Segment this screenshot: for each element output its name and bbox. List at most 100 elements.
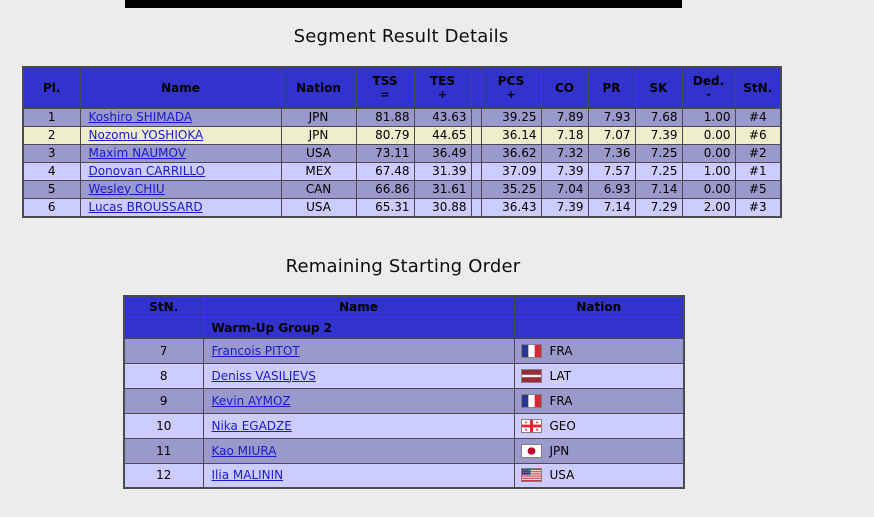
result-tes: 30.88 (413, 197, 472, 217)
spacer-cell (470, 125, 482, 145)
usa-flag-icon (520, 468, 542, 483)
spacer-cell (470, 197, 482, 217)
result-name-cell: Koshiro SHIMADA (79, 107, 282, 127)
result-co: 7.04 (540, 179, 589, 199)
result-tss: 81.88 (355, 107, 415, 127)
order-stn: 9 (123, 387, 204, 414)
result-name-cell: Nozomu YOSHIOKA (79, 125, 282, 145)
order-nation-cell: JPN (513, 437, 685, 464)
pcs-label: PCS (497, 74, 525, 89)
result-stn: #5 (734, 179, 782, 199)
warmup-group-row: Warm-Up Group 2 (123, 316, 685, 339)
nation-code: FRA (549, 343, 573, 358)
skater-link[interactable]: Kao MIURA (211, 443, 277, 458)
col-header-pcs: PCS + (480, 66, 542, 109)
col-header-ded: Ded. - (681, 66, 736, 109)
nation-code: FRA (549, 393, 573, 408)
col-header-name: Name (79, 66, 282, 109)
result-rank: 1 (22, 107, 81, 127)
result-tss: 73.11 (355, 143, 415, 163)
tes-sub-label: + (437, 88, 448, 102)
order-name-cell: Kevin AYMOZ (202, 387, 515, 414)
result-stn: #2 (734, 143, 782, 163)
result-rank: 5 (22, 179, 81, 199)
result-pcs: 36.14 (480, 125, 542, 145)
result-co: 7.89 (540, 107, 589, 127)
result-ded: 0.00 (681, 143, 736, 163)
result-pcs: 37.09 (480, 161, 542, 181)
nation-code: LAT (549, 368, 572, 383)
order-nation-cell: USA (513, 462, 685, 489)
starting-order-row: 7 Francois PITOT FRA (123, 337, 685, 364)
top-banner-remnant (125, 0, 682, 8)
latvia-flag-icon (520, 368, 542, 383)
order-stn: 11 (123, 437, 204, 464)
segment-results-title: Segment Result Details (293, 26, 509, 47)
skater-link[interactable]: Koshiro SHIMADA (88, 109, 193, 124)
result-tss: 80.79 (355, 125, 415, 145)
nation-wrap: LAT (515, 368, 683, 383)
result-name-cell: Donovan CARRILLO (79, 161, 282, 181)
order-name-cell: Kao MIURA (202, 437, 515, 464)
order-name-cell: Francois PITOT (202, 337, 515, 364)
skater-link[interactable]: Kevin AYMOZ (211, 393, 291, 408)
result-tes: 31.61 (413, 179, 472, 199)
result-row: 3 Maxim NAUMOV USA 73.11 36.49 36.62 7.32 7.36 7… (22, 143, 782, 163)
col-header-co: CO (540, 66, 589, 109)
result-sk: 7.39 (634, 125, 683, 145)
col-header-pl: Pl. (22, 66, 81, 109)
starting-order-title: Remaining Starting Order (285, 256, 521, 277)
nation-code: USA (549, 468, 575, 483)
pcs-sub-label: + (506, 88, 516, 102)
col-header-tes: TES + (413, 66, 472, 109)
nation-wrap: USA (515, 468, 683, 483)
order-nation-cell: FRA (513, 387, 685, 414)
skater-link[interactable]: Wesley CHIU (88, 181, 165, 196)
skater-link[interactable]: Nika EGADZE (211, 418, 292, 433)
nation-wrap: FRA (515, 343, 683, 358)
result-sk: 7.29 (634, 197, 683, 217)
skater-link[interactable]: Maxim NAUMOV (88, 145, 186, 160)
result-tss: 65.31 (355, 197, 415, 217)
order-stn: 10 (123, 412, 204, 439)
tss-label: TSS (372, 74, 398, 89)
order-name-cell: Ilia MALININ (202, 462, 515, 489)
result-name-cell: Wesley CHIU (79, 179, 282, 199)
skater-link[interactable]: Lucas BROUSSARD (88, 199, 203, 214)
result-pcs: 35.25 (480, 179, 542, 199)
result-stn: #1 (734, 161, 782, 181)
ded-label: Ded. (692, 74, 725, 89)
col-header-order-stn: StN. (123, 295, 204, 318)
result-rank: 4 (22, 161, 81, 181)
result-pr: 7.07 (587, 125, 636, 145)
tes-label: TES (429, 74, 456, 89)
skater-link[interactable]: Nozomu YOSHIOKA (88, 127, 204, 142)
result-pr: 7.93 (587, 107, 636, 127)
order-stn: 8 (123, 362, 204, 389)
skater-link[interactable]: Francois PITOT (211, 343, 300, 358)
result-sk: 7.25 (634, 143, 683, 163)
skater-link[interactable]: Deniss VASILJEVS (211, 368, 316, 383)
result-rank: 2 (22, 125, 81, 145)
spacer-cell (470, 161, 482, 181)
skater-link[interactable]: Donovan CARRILLO (88, 163, 206, 178)
starting-order-table-body: 7 Francois PITOT FRA 8 Deniss VASILJEVS LAT 9 K… (123, 337, 685, 489)
results-header-row: Pl. Name Nation TSS = TES + PCS + CO PR (22, 66, 782, 109)
result-pcs: 36.43 (480, 197, 542, 217)
france-flag-icon (520, 393, 542, 408)
skater-link[interactable]: Ilia MALININ (211, 468, 284, 483)
result-co: 7.39 (540, 161, 589, 181)
france-flag-icon (520, 343, 542, 358)
result-tes: 36.49 (413, 143, 472, 163)
result-nation: JPN (280, 107, 357, 127)
result-sk: 7.14 (634, 179, 683, 199)
result-nation: USA (280, 197, 357, 217)
col-header-order-nation: Nation (513, 295, 685, 318)
result-nation: USA (280, 143, 357, 163)
result-pcs: 39.25 (480, 107, 542, 127)
result-sk: 7.68 (634, 107, 683, 127)
order-name-cell: Deniss VASILJEVS (202, 362, 515, 389)
result-row: 4 Donovan CARRILLO MEX 67.48 31.39 37.09 7.39 7… (22, 161, 782, 181)
starting-order-row: 9 Kevin AYMOZ FRA (123, 387, 685, 414)
